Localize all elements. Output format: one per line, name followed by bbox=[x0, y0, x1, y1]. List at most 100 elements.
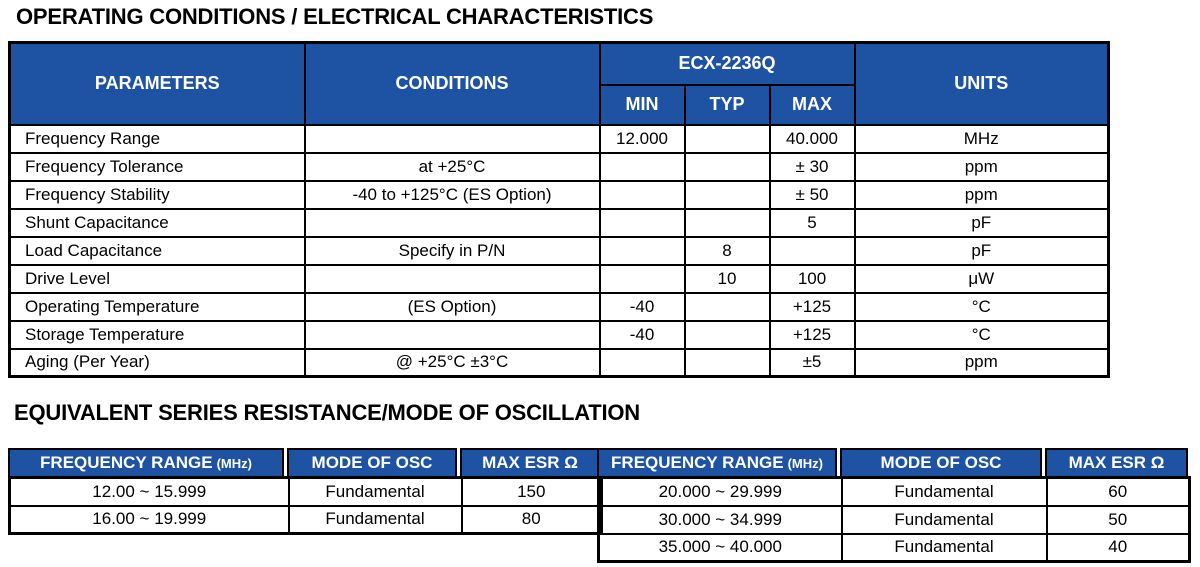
condition-cell bbox=[303, 123, 601, 154]
frequency-range-unit-label: (MHz) bbox=[787, 455, 823, 471]
parameter-cell: Frequency Stability bbox=[8, 179, 306, 210]
table-row-frequency-stability: Frequency Stability -40 to +125°C (ES Op… bbox=[8, 179, 1110, 210]
table-row-drive-level: Drive Level 10 100 μW bbox=[8, 263, 1110, 294]
min-cell bbox=[598, 207, 686, 238]
column-header-mode-of-osc: MODE OF OSC bbox=[840, 448, 1042, 478]
section-title-esr-mode-of-oscillation: EQUIVALENT SERIES RESISTANCE/MODE OF OSC… bbox=[14, 400, 640, 425]
typ-cell bbox=[683, 151, 771, 182]
typ-cell bbox=[683, 179, 771, 210]
units-cell: pF bbox=[853, 235, 1110, 266]
table-row-storage-temperature: Storage Temperature -40 +125 °C bbox=[8, 319, 1110, 350]
condition-cell: (ES Option) bbox=[303, 291, 601, 322]
column-header-max-esr: MAX ESR Ω bbox=[460, 448, 600, 478]
column-header-conditions: CONDITIONS bbox=[303, 41, 601, 126]
esr-table-left-header: FREQUENCY RANGE (MHz) MODE OF OSC MAX ES… bbox=[8, 448, 600, 478]
frequency-range-cell: 20.000 ~ 29.999 bbox=[597, 476, 843, 507]
typ-cell: 8 bbox=[683, 235, 771, 266]
frequency-range-unit-label: (MHz) bbox=[216, 455, 252, 471]
esr-table-right-body: 20.000 ~ 29.999 Fundamental 60 30.000 ~ … bbox=[597, 476, 1191, 563]
max-cell: ± 50 bbox=[768, 179, 856, 210]
max-esr-cell: 60 bbox=[1045, 476, 1191, 507]
mode-cell: Fundamental bbox=[840, 476, 1048, 507]
column-header-units: UNITS bbox=[853, 41, 1110, 126]
condition-cell: -40 to +125°C (ES Option) bbox=[303, 179, 601, 210]
condition-cell bbox=[303, 207, 601, 238]
electrical-characteristics-table: PARAMETERS CONDITIONS ECX-2236Q UNITS MI… bbox=[8, 41, 1110, 378]
max-esr-cell: 150 bbox=[460, 476, 603, 507]
table-row-esr: 12.00 ~ 15.999 Fundamental 150 bbox=[8, 476, 603, 507]
table-row-shunt-capacitance: Shunt Capacitance 5 pF bbox=[8, 207, 1110, 238]
max-cell: +125 bbox=[768, 291, 856, 322]
min-cell bbox=[598, 263, 686, 294]
min-cell bbox=[598, 151, 686, 182]
parameter-cell: Shunt Capacitance bbox=[8, 207, 306, 238]
mode-cell: Fundamental bbox=[287, 476, 463, 507]
esr-table-right: FREQUENCY RANGE (MHz) MODE OF OSC MAX ES… bbox=[597, 448, 1191, 563]
units-cell: μW bbox=[853, 263, 1110, 294]
section-title-electrical-characteristics: OPERATING CONDITIONS / ELECTRICAL CHARAC… bbox=[16, 4, 654, 29]
typ-cell bbox=[683, 207, 771, 238]
typ-cell bbox=[683, 319, 771, 350]
table-row-esr: 30.000 ~ 34.999 Fundamental 50 bbox=[597, 504, 1191, 535]
condition-cell bbox=[303, 319, 601, 350]
frequency-range-cell: 35.000 ~ 40.000 bbox=[597, 532, 843, 563]
min-cell: -40 bbox=[598, 291, 686, 322]
table-row-load-capacitance: Load Capacitance Specify in P/N 8 pF bbox=[8, 235, 1110, 266]
min-cell bbox=[598, 235, 686, 266]
table-row-aging: Aging (Per Year) @ +25°C ±3°C ±5 ppm bbox=[8, 347, 1110, 378]
units-cell: MHz bbox=[853, 123, 1110, 154]
max-esr-cell: 50 bbox=[1045, 504, 1191, 535]
table-row-esr: 20.000 ~ 29.999 Fundamental 60 bbox=[597, 476, 1191, 507]
min-cell bbox=[598, 179, 686, 210]
condition-cell: @ +25°C ±3°C bbox=[303, 347, 601, 378]
parameter-cell: Load Capacitance bbox=[8, 235, 306, 266]
min-cell: 12.000 bbox=[598, 123, 686, 154]
column-header-frequency-range: FREQUENCY RANGE (MHz) bbox=[597, 448, 837, 478]
table-row-esr: 35.000 ~ 40.000 Fundamental 40 bbox=[597, 532, 1191, 563]
condition-cell: at +25°C bbox=[303, 151, 601, 182]
max-cell: ±5 bbox=[768, 347, 856, 378]
esr-table-left-body: 12.00 ~ 15.999 Fundamental 150 16.00 ~ 1… bbox=[8, 476, 603, 535]
parameter-cell: Operating Temperature bbox=[8, 291, 306, 322]
typ-cell bbox=[683, 123, 771, 154]
parameter-cell: Frequency Tolerance bbox=[8, 151, 306, 182]
parameter-cell: Drive Level bbox=[8, 263, 306, 294]
frequency-range-cell: 30.000 ~ 34.999 bbox=[597, 504, 843, 535]
column-header-parameters: PARAMETERS bbox=[8, 41, 306, 126]
typ-cell: 10 bbox=[683, 263, 771, 294]
units-cell: ppm bbox=[853, 179, 1110, 210]
esr-table-right-header: FREQUENCY RANGE (MHz) MODE OF OSC MAX ES… bbox=[597, 448, 1188, 478]
esr-table-left: FREQUENCY RANGE (MHz) MODE OF OSC MAX ES… bbox=[8, 448, 603, 535]
electrical-table-header: PARAMETERS CONDITIONS ECX-2236Q UNITS MI… bbox=[8, 41, 1110, 126]
max-cell: ± 30 bbox=[768, 151, 856, 182]
frequency-range-cell: 12.00 ~ 15.999 bbox=[8, 476, 290, 507]
max-cell: 100 bbox=[768, 263, 856, 294]
mode-cell: Fundamental bbox=[840, 532, 1048, 563]
table-row-frequency-tolerance: Frequency Tolerance at +25°C ± 30 ppm bbox=[8, 151, 1110, 182]
parameter-cell: Frequency Range bbox=[8, 123, 306, 154]
max-esr-cell: 80 bbox=[460, 504, 603, 535]
table-row-esr: 16.00 ~ 19.999 Fundamental 80 bbox=[8, 504, 603, 535]
typ-cell bbox=[683, 291, 771, 322]
table-row-frequency-range: Frequency Range 12.000 40.000 MHz bbox=[8, 123, 1110, 154]
mode-cell: Fundamental bbox=[840, 504, 1048, 535]
max-cell: 5 bbox=[768, 207, 856, 238]
column-header-max-esr: MAX ESR Ω bbox=[1045, 448, 1188, 478]
units-cell: ppm bbox=[853, 151, 1110, 182]
column-header-max: MAX bbox=[768, 83, 856, 126]
max-cell: 40.000 bbox=[768, 123, 856, 154]
frequency-range-cell: 16.00 ~ 19.999 bbox=[8, 504, 290, 535]
units-cell: °C bbox=[853, 291, 1110, 322]
min-cell bbox=[598, 347, 686, 378]
parameter-cell: Aging (Per Year) bbox=[8, 347, 306, 378]
column-header-typ: TYP bbox=[683, 83, 771, 126]
units-cell: ppm bbox=[853, 347, 1110, 378]
max-esr-cell: 40 bbox=[1045, 532, 1191, 563]
condition-cell: Specify in P/N bbox=[303, 235, 601, 266]
column-header-min: MIN bbox=[598, 83, 686, 126]
units-cell: pF bbox=[853, 207, 1110, 238]
column-header-mode-of-osc: MODE OF OSC bbox=[287, 448, 457, 478]
parameter-cell: Storage Temperature bbox=[8, 319, 306, 350]
frequency-range-label: FREQUENCY RANGE bbox=[611, 453, 784, 472]
typ-cell bbox=[683, 347, 771, 378]
